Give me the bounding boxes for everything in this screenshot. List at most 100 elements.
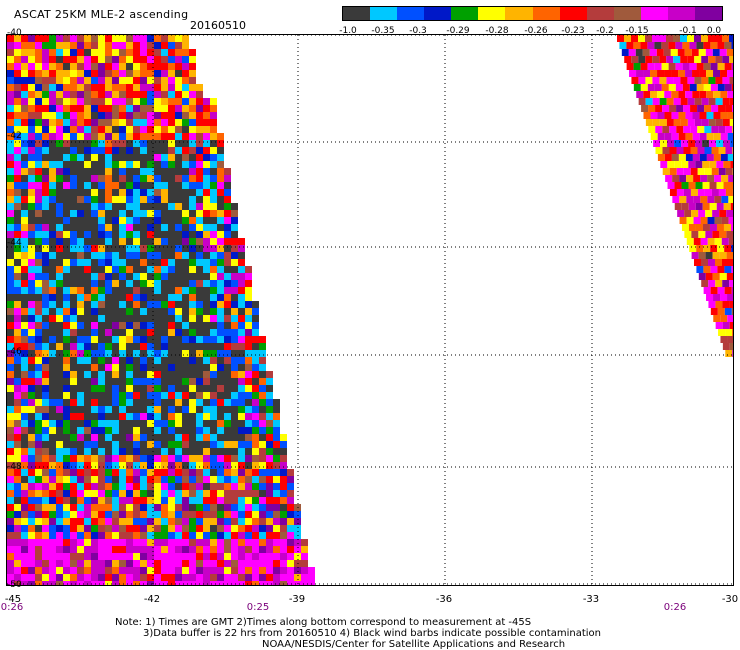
swath-cell: [14, 49, 21, 56]
swath-cell: [657, 133, 665, 140]
swath-cell: [168, 343, 175, 350]
swath-cell: [238, 483, 245, 490]
swath-cell: [56, 350, 63, 357]
swath-cell: [98, 182, 105, 189]
swath-cell: [182, 392, 189, 399]
swath-cell: [42, 182, 49, 189]
swath-cell: [182, 525, 189, 532]
swath-cell: [175, 175, 182, 182]
swath-cell: [210, 441, 217, 448]
swath-cell: [689, 63, 697, 70]
swath-cell: [210, 420, 217, 427]
swath-cell: [140, 511, 147, 518]
swath-cell: [224, 224, 231, 231]
swath-cell: [7, 42, 14, 49]
swath-cell: [154, 84, 161, 91]
swath-cell: [49, 252, 56, 259]
swath-cell: [252, 364, 259, 371]
swath-cell: [720, 154, 728, 161]
swath-cell: [112, 504, 119, 511]
swath-cell: [77, 252, 84, 259]
swath-cell: [7, 336, 14, 343]
swath-cell: [161, 553, 168, 560]
swath-cell: [287, 483, 294, 490]
swath-cell: [694, 56, 702, 63]
swath-cell: [14, 364, 21, 371]
swath-cell: [711, 147, 719, 154]
swath-cell: [705, 273, 713, 280]
swath-cell: [182, 63, 189, 70]
swath-cell: [704, 168, 712, 175]
swath-cell: [63, 266, 70, 273]
swath-cell: [717, 266, 725, 273]
swath-cell: [731, 84, 733, 91]
swath-cell: [28, 189, 35, 196]
swath-cell: [231, 490, 238, 497]
swath-cell: [49, 581, 56, 585]
swath-cell: [252, 455, 259, 462]
swath-cell: [210, 574, 217, 581]
swath-cell: [70, 182, 77, 189]
swath-cell: [708, 35, 715, 42]
swath-cell: [147, 238, 154, 245]
swath-cell: [133, 252, 140, 259]
swath-cell: [133, 308, 140, 315]
swath-cell: [280, 553, 287, 560]
swath-cell: [28, 434, 35, 441]
swath-cell: [650, 70, 658, 77]
swath-cell: [231, 518, 238, 525]
swath-cell: [105, 364, 112, 371]
swath-cell: [119, 511, 126, 518]
swath-cell: [724, 245, 732, 252]
swath-cell: [21, 63, 28, 70]
swath-cell: [14, 371, 21, 378]
swath-cell: [287, 539, 294, 546]
swath-cell: [182, 182, 189, 189]
swath-cell: [203, 189, 210, 196]
swath-cell: [14, 231, 21, 238]
swath-cell: [56, 35, 63, 42]
swath-cell: [126, 315, 133, 322]
swath-cell: [98, 455, 105, 462]
swath-cell: [189, 182, 196, 189]
swath-cell: [648, 126, 656, 133]
swath-cell: [63, 483, 70, 490]
swath-cell: [7, 532, 14, 539]
swath-cell: [70, 161, 77, 168]
swath-cell: [161, 350, 168, 357]
swath-cell: [35, 35, 42, 42]
swath-cell: [119, 273, 126, 280]
swath-cell: [56, 210, 63, 217]
swath-cell: [161, 560, 168, 567]
swath-cell: [203, 294, 210, 301]
swath-cell: [210, 504, 217, 511]
swath-cell: [645, 98, 653, 105]
swath-cell: [175, 154, 182, 161]
swath-cell: [140, 196, 147, 203]
swath-cell: [63, 84, 70, 91]
swath-cell: [56, 84, 63, 91]
swath-cell: [42, 245, 49, 252]
swath-cell: [161, 119, 168, 126]
swath-cell: [14, 420, 21, 427]
swath-cell: [203, 357, 210, 364]
swath-cell: [35, 280, 42, 287]
swath-cell: [721, 196, 729, 203]
swath-cell: [21, 308, 28, 315]
swath-cell: [715, 35, 722, 42]
swath-cell: [719, 49, 727, 56]
swath-cell: [175, 238, 182, 245]
swath-cell: [718, 189, 726, 196]
swath-cell: [154, 77, 161, 84]
swath-cell: [42, 70, 49, 77]
swath-cell: [63, 497, 70, 504]
swath-cell: [210, 182, 217, 189]
swath-cell: [98, 301, 105, 308]
swath-cell: [84, 469, 91, 476]
swath-cell: [119, 406, 126, 413]
swath-cell: [245, 567, 252, 574]
swath-cell: [713, 315, 721, 322]
swath-cell: [698, 210, 706, 217]
swath-cell: [91, 238, 98, 245]
swath-cell: [676, 105, 684, 112]
